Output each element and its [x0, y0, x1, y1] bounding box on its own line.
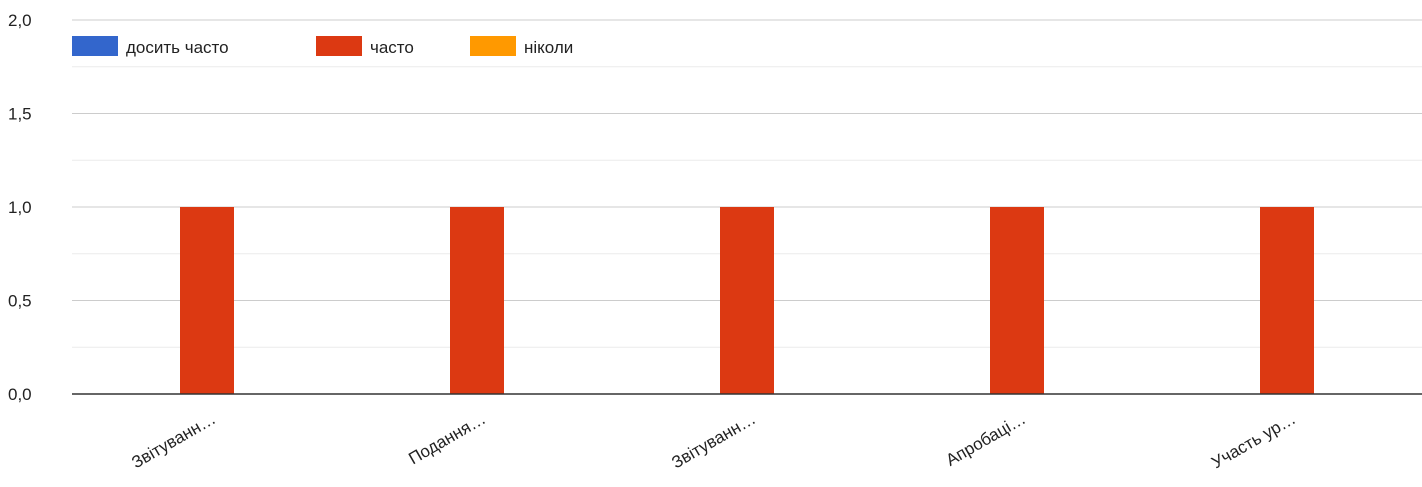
bars: [180, 207, 1314, 394]
x-category-label: Участь ур…: [1208, 409, 1299, 472]
y-tick-label: 2,0: [8, 11, 32, 30]
bar[interactable]: [450, 207, 504, 394]
legend-swatch: [316, 36, 362, 56]
legend-label: часто: [370, 38, 414, 57]
legend-item[interactable]: досить часто: [72, 36, 229, 57]
legend-label: досить часто: [126, 38, 229, 57]
legend-item[interactable]: часто: [316, 36, 414, 57]
y-tick-label: 0,0: [8, 385, 32, 404]
bar[interactable]: [990, 207, 1044, 394]
legend-swatch: [470, 36, 516, 56]
x-axis-labels: Звітуванн… Подання… Звітуванн… Апробаці… Уча…: [128, 409, 1299, 472]
x-category-label: Подання…: [405, 409, 489, 468]
y-tick-label: 1,5: [8, 105, 32, 124]
legend-swatch: [72, 36, 118, 56]
x-category-label: Звітуванн…: [668, 409, 759, 472]
bar[interactable]: [1260, 207, 1314, 394]
x-category-label: Звітуванн…: [128, 409, 219, 472]
y-tick-label: 1,0: [8, 198, 32, 217]
legend-label: ніколи: [524, 38, 573, 57]
y-tick-label: 0,5: [8, 292, 32, 311]
bar[interactable]: [180, 207, 234, 394]
legend-item[interactable]: ніколи: [470, 36, 573, 57]
y-axis-ticks: 2,0 1,5 1,0 0,5 0,0: [8, 11, 32, 404]
legend: досить часто часто ніколи: [72, 36, 573, 57]
x-category-label: Апробаці…: [943, 409, 1029, 470]
bar[interactable]: [720, 207, 774, 394]
